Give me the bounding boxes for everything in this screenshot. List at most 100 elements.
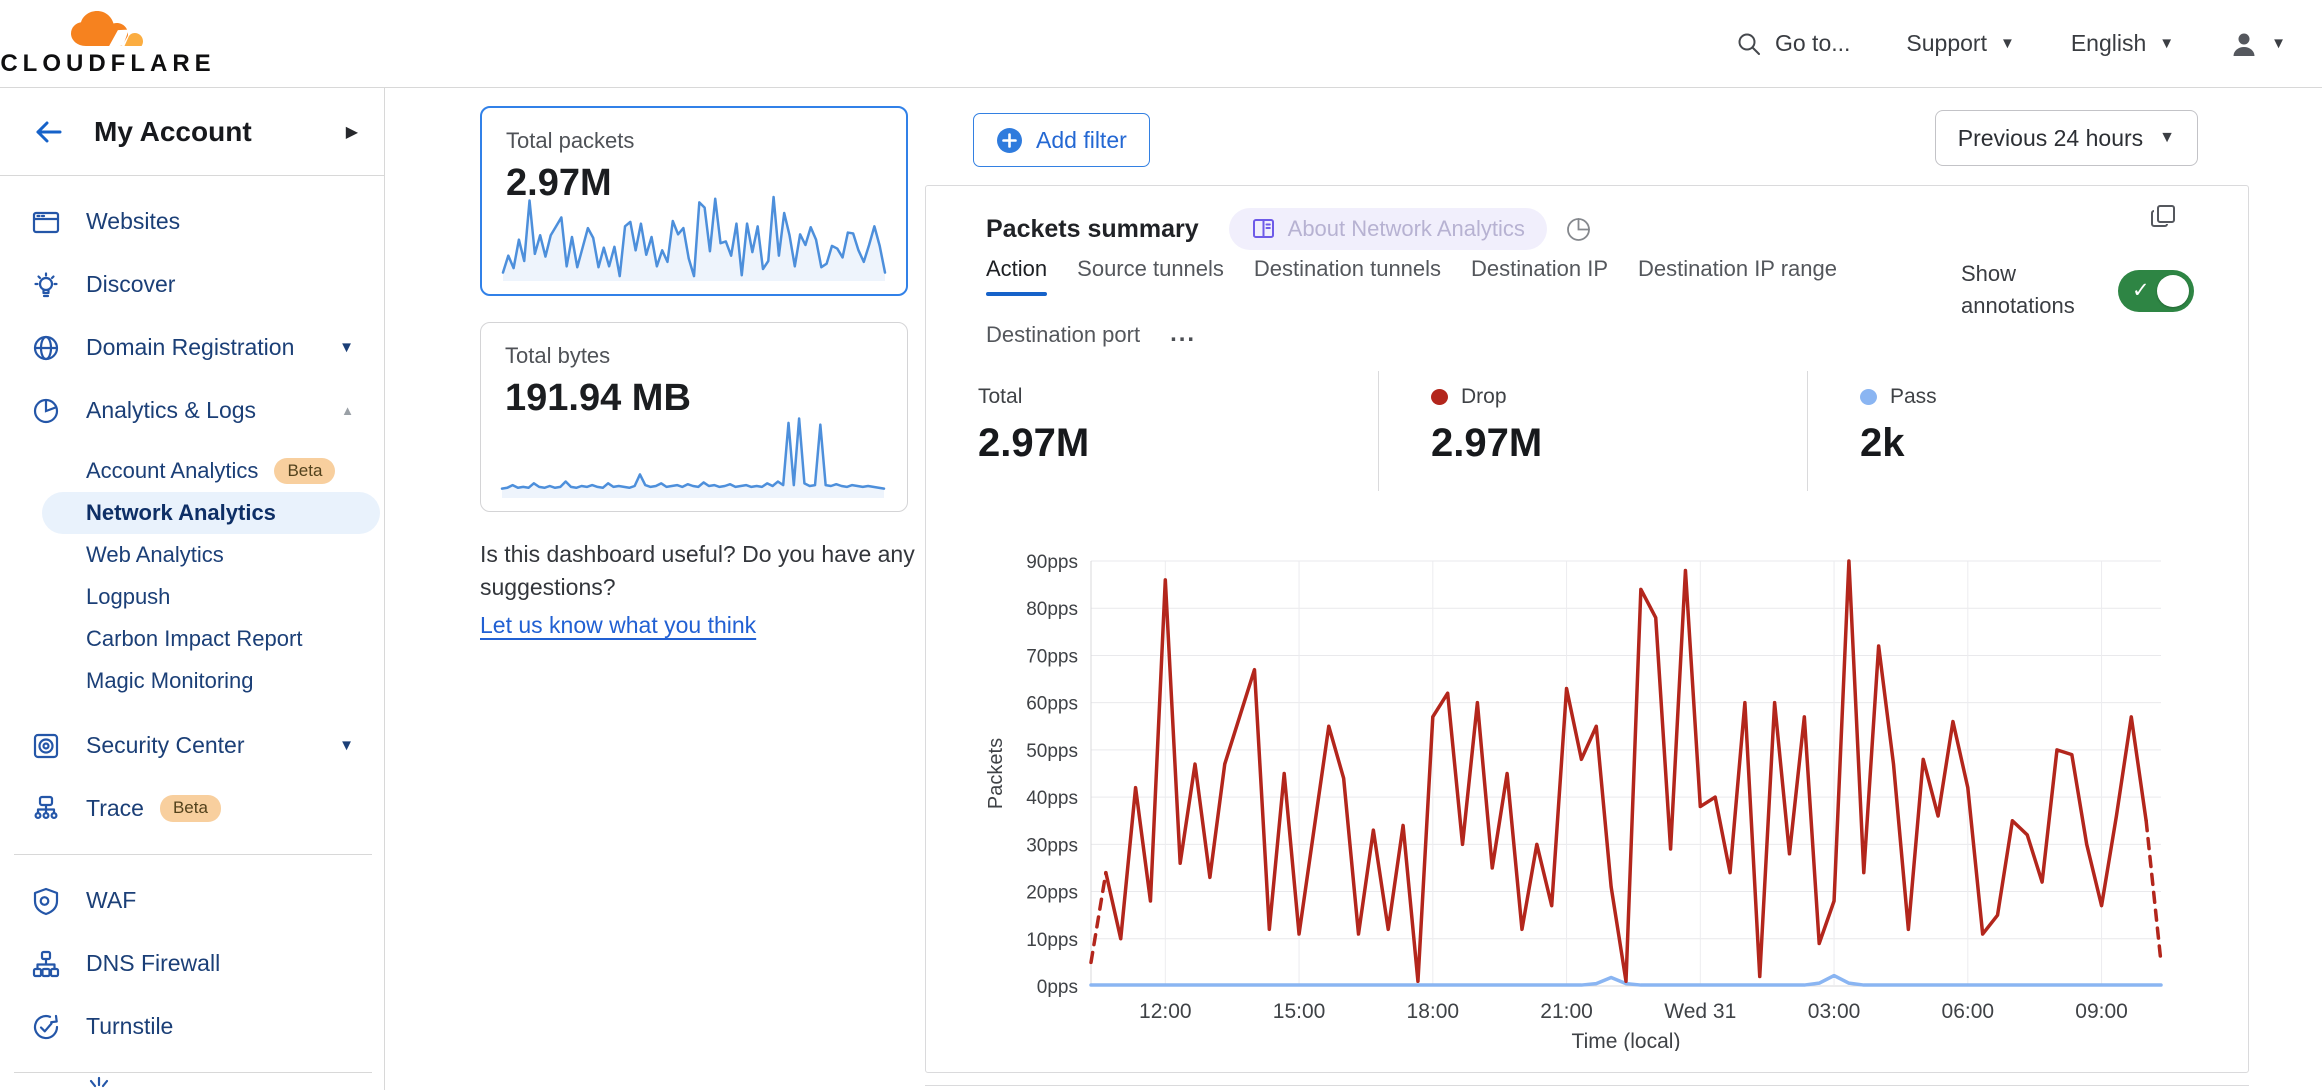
- sidebar-item-analytics-logs[interactable]: Analytics & Logs ▲: [0, 379, 384, 442]
- drop-legend-dot: [1431, 389, 1448, 405]
- total-packets-card[interactable]: Total packets 2.97M: [480, 106, 908, 296]
- flowchart-icon: [30, 794, 62, 824]
- sidebar-item-label: Turnstile: [86, 1013, 174, 1039]
- sidebar-item-waf[interactable]: WAF: [0, 869, 384, 932]
- svg-text:06:00: 06:00: [1942, 1000, 1995, 1023]
- account-title: My Account: [94, 115, 252, 147]
- show-annotations-toggle[interactable]: ✓: [2118, 270, 2194, 312]
- svg-text:0pps: 0pps: [1037, 977, 1078, 998]
- svg-text:Packets: Packets: [986, 738, 1007, 809]
- svg-text:80pps: 80pps: [1026, 599, 1078, 620]
- check-circle-icon: [30, 1012, 62, 1042]
- svg-text:60pps: 60pps: [1026, 694, 1078, 715]
- sidebar-item-account-analytics[interactable]: Account Analytics Beta: [0, 450, 384, 492]
- globe-icon: [30, 333, 62, 363]
- stat-label: Drop: [1461, 385, 1507, 408]
- account-menu[interactable]: ▼: [2230, 30, 2286, 58]
- tab-destination-port[interactable]: Destination port: [986, 322, 1141, 347]
- sidebar-item-dns-firewall[interactable]: DNS Firewall: [0, 932, 384, 995]
- about-network-analytics-badge[interactable]: About Network Analytics: [1228, 208, 1547, 250]
- sidebar-item-magic-monitoring[interactable]: Magic Monitoring: [0, 660, 384, 702]
- total-bytes-card[interactable]: Total bytes 191.94 MB: [480, 322, 908, 512]
- divider: [14, 854, 372, 855]
- header-menu: Go to... Support ▼ English ▼ ▼: [1736, 30, 2286, 58]
- sidebar-item-web-analytics[interactable]: Web Analytics: [0, 534, 384, 576]
- sidebar-item-websites[interactable]: Websites: [0, 190, 384, 253]
- sidebar-item-carbon-impact-report[interactable]: Carbon Impact Report: [0, 618, 384, 660]
- sidebar-item-label: Domain Registration: [86, 334, 295, 360]
- about-badge-label: About Network Analytics: [1287, 216, 1525, 241]
- go-to-search[interactable]: Go to...: [1736, 30, 1850, 57]
- sidebar-item-turnstile[interactable]: Turnstile: [0, 995, 384, 1058]
- stat-pass: Pass 2k: [1807, 371, 2248, 491]
- sidebar-nav: Websites Discover Domain Registration: [0, 176, 384, 1073]
- metric-cards-column: Total packets 2.97M Total bytes 191.94 M…: [480, 106, 915, 642]
- metric-value: 2.97M: [506, 162, 612, 204]
- chart-area: 0pps 10pps 20pps 30pps 40pps 50pps 60pps 70pps 8…: [986, 516, 2191, 1051]
- sidebar-item-label: Security Center: [86, 732, 245, 758]
- pie-chart-icon: [30, 396, 62, 426]
- chevron-down-icon: ▼: [2159, 129, 2175, 146]
- sidebar-item-logpush[interactable]: Logpush: [0, 576, 384, 618]
- chevron-right-icon[interactable]: ▶: [345, 123, 358, 141]
- svg-text:15:00: 15:00: [1273, 1000, 1326, 1023]
- svg-text:90pps: 90pps: [1026, 552, 1078, 573]
- summary-stats: Total 2.97M Drop 2.97M Pass 2: [926, 371, 2248, 491]
- summary-header: Packets summary About Network Analytics: [986, 208, 1592, 250]
- stat-drop: Drop 2.97M: [1378, 371, 1807, 491]
- support-menu[interactable]: Support ▼: [1906, 30, 2014, 57]
- show-annotations-label: Show annotations: [1961, 261, 2075, 318]
- shield-gear-icon: [30, 886, 62, 916]
- plus-circle-icon: [997, 127, 1022, 153]
- tab-row-2: Destination port ...: [986, 320, 1837, 362]
- main-content: Total packets 2.97M Total bytes 191.94 M…: [385, 88, 2322, 1090]
- pass-legend-dot: [1860, 389, 1877, 405]
- feedback-link[interactable]: Let us know what you think: [480, 612, 757, 639]
- analytics-subnav: Account Analytics Beta Network Analytics…: [0, 442, 384, 714]
- stat-value: 2.97M: [1431, 421, 1543, 465]
- sidebar-item-trace[interactable]: Trace Beta: [0, 777, 384, 840]
- svg-text:20pps: 20pps: [1026, 883, 1078, 904]
- add-filter-button[interactable]: Add filter: [973, 113, 1150, 167]
- expand-icon[interactable]: [2148, 202, 2178, 232]
- tab-action[interactable]: Action: [986, 256, 1048, 296]
- pie-chart-mini-icon[interactable]: [1565, 216, 1592, 243]
- sidebar-item-label: Discover: [86, 271, 176, 297]
- sidebar-item-label: Websites: [86, 208, 181, 234]
- app-body: My Account ▶ Websites: [0, 88, 2322, 1090]
- cloudflare-cloud-icon: [71, 10, 143, 48]
- cloudflare-logo[interactable]: CLOUDFLARE: [0, 10, 211, 78]
- add-filter-label: Add filter: [1036, 126, 1127, 153]
- tab-source-tunnels[interactable]: Source tunnels: [1077, 256, 1224, 281]
- sidebar-item-domain-registration[interactable]: Domain Registration ▼: [0, 316, 384, 379]
- svg-text:03:00: 03:00: [1808, 1000, 1861, 1023]
- top-header: CLOUDFLARE Go to... Support ▼ English ▼ …: [0, 0, 2322, 88]
- lightbulb-icon: [30, 270, 62, 300]
- time-range-label: Previous 24 hours: [1957, 124, 2144, 151]
- sidebar-item-label: Logpush: [86, 584, 171, 609]
- stat-label: Total: [978, 385, 1023, 408]
- tab-destination-ip[interactable]: Destination IP: [1471, 256, 1609, 281]
- svg-text:21:00: 21:00: [1540, 1000, 1593, 1023]
- time-range-select[interactable]: Previous 24 hours ▼: [1934, 110, 2198, 166]
- tab-destination-tunnels[interactable]: Destination tunnels: [1253, 256, 1442, 281]
- tabs-overflow-button[interactable]: ...: [1170, 320, 1197, 347]
- svg-text:40pps: 40pps: [1026, 788, 1078, 809]
- tab-destination-ip-range[interactable]: Destination IP range: [1638, 256, 1837, 281]
- language-menu[interactable]: English ▼: [2071, 30, 2174, 57]
- sidebar-item-security-center[interactable]: Security Center ▼: [0, 714, 384, 777]
- toggle-knob: [2157, 275, 2189, 307]
- sidebar: My Account ▶ Websites: [0, 88, 385, 1090]
- svg-text:10pps: 10pps: [1026, 930, 1078, 951]
- svg-text:30pps: 30pps: [1026, 835, 1078, 856]
- sidebar-item-discover[interactable]: Discover: [0, 253, 384, 316]
- sidebar-item-label: WAF: [86, 887, 137, 913]
- safe-vault-icon: [30, 731, 62, 761]
- total-bytes-sparkline: [500, 417, 886, 498]
- chevron-up-icon: ▲: [341, 403, 354, 418]
- svg-text:Wed 31: Wed 31: [1664, 1000, 1736, 1023]
- browser-window-icon: [30, 207, 62, 237]
- back-arrow-icon[interactable]: [30, 117, 64, 147]
- sidebar-item-label: Carbon Impact Report: [86, 626, 303, 651]
- sidebar-item-network-analytics[interactable]: Network Analytics: [42, 492, 380, 534]
